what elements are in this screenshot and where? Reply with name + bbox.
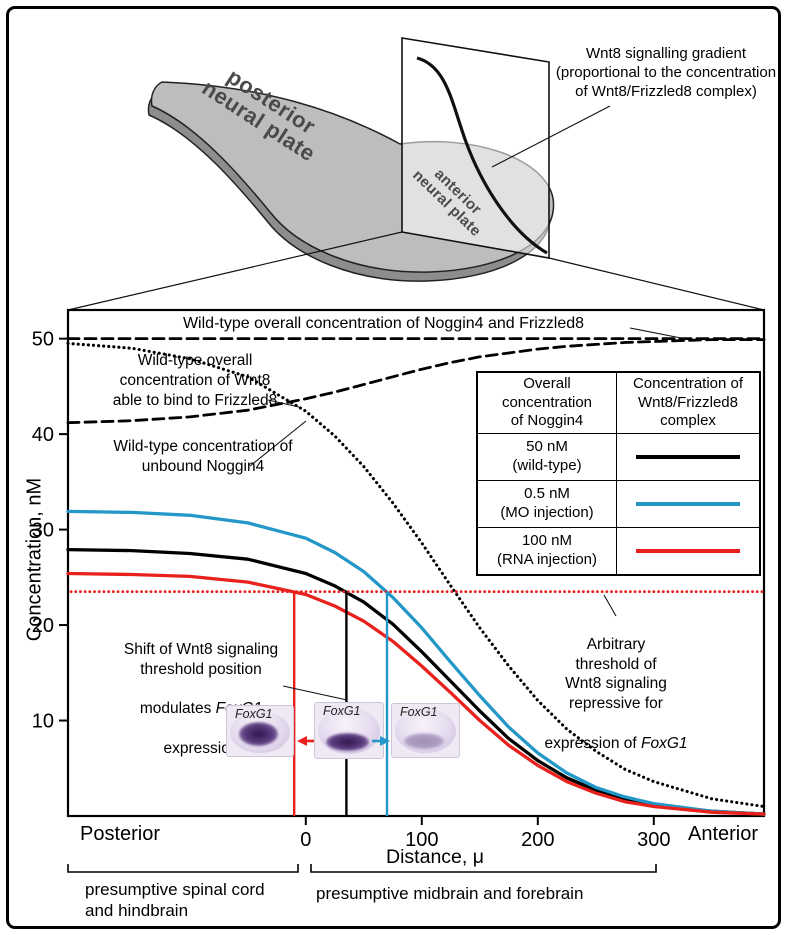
foxg1-label: FoxG1 <box>400 705 438 719</box>
anterior-neural-plate-label: anterior neural plate <box>409 165 485 240</box>
region-label-spinal-cord: presumptive spinal cord and hindbrain <box>85 880 265 920</box>
shift-note-tail: expression <box>163 739 239 757</box>
foxg1-stain <box>238 722 279 746</box>
x-axis-title: Distance, μ <box>386 846 484 868</box>
wnt8-gradient-caption: Wnt8 signalling gradient (proportional t… <box>555 45 777 101</box>
legend-header-noggin: Overall concentration of Noggin4 <box>478 373 617 433</box>
arbitrary-threshold-note: Arbitrary threshold of Wnt8 signaling re… <box>528 615 704 754</box>
posterior-axis-label: Posterior <box>80 823 161 845</box>
shift-note-mid: modulates <box>139 700 216 718</box>
noggin-frizzled-total-label: Wild-type overall concentration of Noggi… <box>182 315 585 332</box>
embryo-image-wildtype: FoxG1 <box>314 702 384 759</box>
legend-swatch-red <box>636 549 740 553</box>
svg-text:0: 0 <box>300 829 311 851</box>
embryo-body <box>395 708 456 754</box>
threshold-note-tail: expression of <box>544 734 641 752</box>
svg-text:300: 300 <box>637 829 670 851</box>
foxg1-stain <box>404 733 445 750</box>
legend-row-wildtype: 50 nM (wild-type) <box>478 433 759 480</box>
legend-row-mo: 0.5 nM (MO injection) <box>478 480 759 527</box>
legend-header-complex: Concentration of Wnt8/Frizzled8 complex <box>632 375 744 430</box>
foxg1-label: FoxG1 <box>323 704 361 718</box>
svg-text:10: 10 <box>32 711 54 733</box>
y-axis-title: Concentration, nM <box>23 477 46 642</box>
posterior-neural-plate-label: posterior neural plate <box>197 63 321 167</box>
svg-text:200: 200 <box>521 829 554 851</box>
wnt8-bindable-label: Wild-type overall concentration of Wnt8 … <box>112 352 278 409</box>
legend-table: Overall concentration of Noggin4 Concent… <box>476 371 761 576</box>
shift-threshold-note: Shift of Wnt8 signaling threshold positi… <box>98 620 304 759</box>
legend-swatch-cell <box>617 528 759 574</box>
legend-label-mo: 0.5 nM (MO injection) <box>478 481 617 527</box>
svg-text:40: 40 <box>32 424 54 446</box>
embryo-image-rna: FoxG1 <box>226 705 294 757</box>
foxg1-label: FoxG1 <box>235 707 273 721</box>
svg-text:50: 50 <box>32 329 54 351</box>
shift-note-head: Shift of Wnt8 signaling threshold positi… <box>123 640 279 678</box>
legend-label-wildtype: 50 nM (wild-type) <box>478 434 617 480</box>
legend-swatch-blue <box>636 502 740 506</box>
unbound-noggin-label: Wild-type concentration of unbound Noggi… <box>113 438 293 475</box>
threshold-note-gene: FoxG1 <box>640 734 688 752</box>
legend-swatch-black <box>636 455 740 459</box>
embryo-image-mo: FoxG1 <box>391 703 460 758</box>
legend-swatch-cell <box>617 434 759 480</box>
anterior-axis-label: Anterior <box>688 823 759 845</box>
region-label-midbrain-forebrain: presumptive midbrain and forebrain <box>316 884 584 903</box>
threshold-note-head: Arbitrary threshold of Wnt8 signaling re… <box>565 635 667 713</box>
legend-label-rna: 100 nM (RNA injection) <box>478 528 617 574</box>
foxg1-stain <box>325 733 370 751</box>
legend-swatch-cell <box>617 481 759 527</box>
legend-row-rna: 100 nM (RNA injection) <box>478 527 759 574</box>
legend-header-row: Overall concentration of Noggin4 Concent… <box>478 373 759 433</box>
